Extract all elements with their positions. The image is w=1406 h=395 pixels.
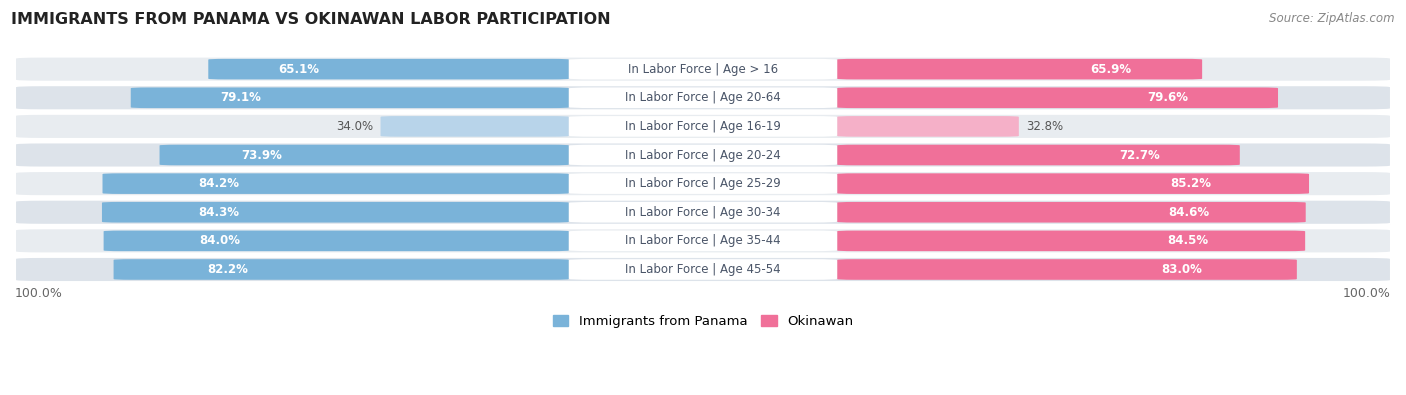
FancyBboxPatch shape [103,202,569,222]
Text: In Labor Force | Age 35-44: In Labor Force | Age 35-44 [626,234,780,247]
FancyBboxPatch shape [569,231,837,251]
Text: 84.3%: 84.3% [198,206,239,219]
Text: IMMIGRANTS FROM PANAMA VS OKINAWAN LABOR PARTICIPATION: IMMIGRANTS FROM PANAMA VS OKINAWAN LABOR… [11,12,610,27]
FancyBboxPatch shape [569,145,837,166]
Text: 34.0%: 34.0% [336,120,374,133]
FancyBboxPatch shape [15,228,1391,254]
FancyBboxPatch shape [837,173,1309,194]
FancyBboxPatch shape [837,145,1240,166]
Text: In Labor Force | Age 20-64: In Labor Force | Age 20-64 [626,91,780,104]
FancyBboxPatch shape [104,231,569,251]
FancyBboxPatch shape [15,143,1391,167]
Text: 72.7%: 72.7% [1119,149,1160,162]
Text: In Labor Force | Age 45-54: In Labor Force | Age 45-54 [626,263,780,276]
FancyBboxPatch shape [837,202,1306,222]
Text: 85.2%: 85.2% [1171,177,1212,190]
FancyBboxPatch shape [15,199,1391,225]
FancyBboxPatch shape [569,116,837,137]
Text: In Labor Force | Age 20-24: In Labor Force | Age 20-24 [626,149,780,162]
Text: 84.2%: 84.2% [198,177,239,190]
Text: 82.2%: 82.2% [207,263,247,276]
Text: 84.6%: 84.6% [1168,206,1209,219]
Text: In Labor Force | Age 25-29: In Labor Force | Age 25-29 [626,177,780,190]
Text: 73.9%: 73.9% [242,149,283,162]
FancyBboxPatch shape [15,257,1391,282]
FancyBboxPatch shape [569,259,837,280]
FancyBboxPatch shape [114,259,569,280]
FancyBboxPatch shape [837,259,1296,280]
Text: 79.6%: 79.6% [1147,91,1188,104]
Text: In Labor Force | Age 16-19: In Labor Force | Age 16-19 [626,120,780,133]
Legend: Immigrants from Panama, Okinawan: Immigrants from Panama, Okinawan [547,310,859,334]
FancyBboxPatch shape [569,59,837,79]
Text: Source: ZipAtlas.com: Source: ZipAtlas.com [1270,12,1395,25]
Text: In Labor Force | Age > 16: In Labor Force | Age > 16 [628,63,778,76]
FancyBboxPatch shape [837,87,1278,108]
FancyBboxPatch shape [208,59,569,79]
FancyBboxPatch shape [837,116,1019,137]
Text: 65.9%: 65.9% [1090,63,1132,76]
Text: In Labor Force | Age 30-34: In Labor Force | Age 30-34 [626,206,780,219]
FancyBboxPatch shape [15,171,1391,196]
Text: 79.1%: 79.1% [219,91,260,104]
FancyBboxPatch shape [15,56,1391,82]
FancyBboxPatch shape [381,116,569,137]
Text: 100.0%: 100.0% [1343,287,1391,300]
FancyBboxPatch shape [569,202,837,222]
Text: 84.5%: 84.5% [1167,234,1209,247]
FancyBboxPatch shape [569,87,837,108]
Text: 83.0%: 83.0% [1161,263,1202,276]
Text: 100.0%: 100.0% [15,287,63,300]
FancyBboxPatch shape [15,85,1391,110]
FancyBboxPatch shape [569,173,837,194]
FancyBboxPatch shape [131,87,569,108]
FancyBboxPatch shape [15,114,1391,139]
FancyBboxPatch shape [837,231,1305,251]
FancyBboxPatch shape [837,59,1202,79]
FancyBboxPatch shape [103,173,569,194]
Text: 84.0%: 84.0% [200,234,240,247]
FancyBboxPatch shape [159,145,569,166]
Text: 32.8%: 32.8% [1026,120,1063,133]
Text: 65.1%: 65.1% [278,63,319,76]
